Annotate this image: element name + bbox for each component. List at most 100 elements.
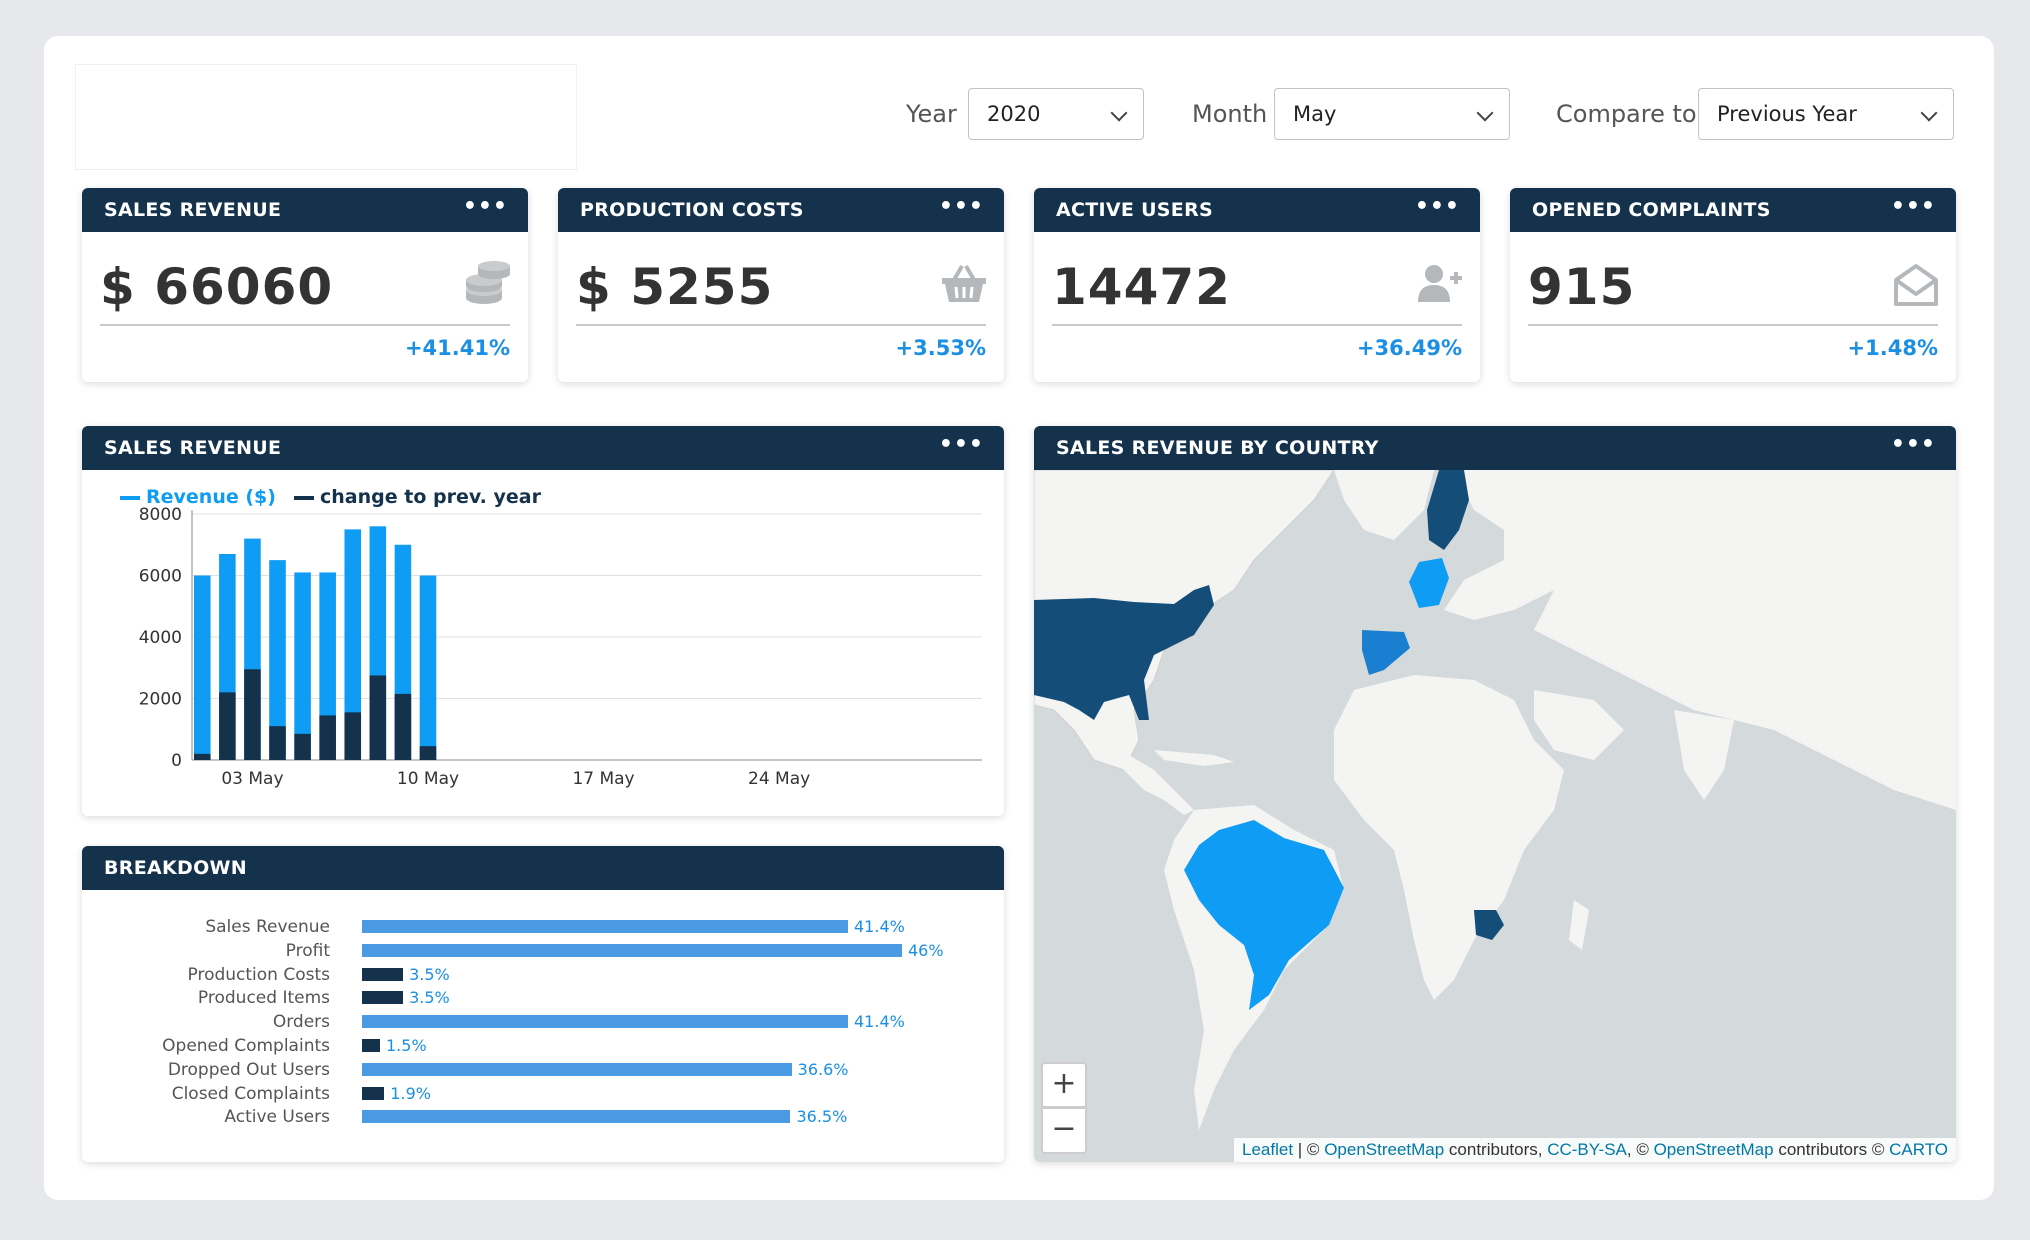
attribution-text: contributors, bbox=[1444, 1140, 1548, 1159]
map-country-spain bbox=[1362, 630, 1410, 675]
card-header: OPENED COMPLAINTS ••• bbox=[1510, 188, 1956, 232]
compare-select[interactable]: Previous Year bbox=[1698, 88, 1954, 140]
kpi-value: 915 bbox=[1528, 258, 1636, 316]
card-title: OPENED COMPLAINTS bbox=[1532, 199, 1771, 221]
month-select[interactable]: May bbox=[1274, 88, 1510, 140]
sales-revenue-chart-card: SALES REVENUE ••• Revenue ($) change to … bbox=[82, 426, 1004, 816]
year-select[interactable]: 2020 bbox=[968, 88, 1144, 140]
zoom-out-button[interactable]: − bbox=[1041, 1108, 1087, 1154]
breakdown-bar bbox=[362, 1062, 792, 1076]
y-tick-label: 0 bbox=[171, 751, 182, 771]
more-menu-icon[interactable]: ••• bbox=[938, 194, 984, 219]
envelope-open-icon bbox=[1892, 260, 1940, 312]
kpi-card-production-costs: PRODUCTION COSTS ••• $ 5255 +3.53% bbox=[558, 188, 1004, 382]
kpi-change: +1.48% bbox=[1847, 336, 1938, 360]
more-menu-icon[interactable]: ••• bbox=[462, 194, 508, 219]
map-country-sweden bbox=[1427, 470, 1469, 550]
legend-item-revenue[interactable]: Revenue ($) bbox=[120, 486, 276, 508]
coins-icon bbox=[464, 260, 512, 312]
card-title: SALES REVENUE bbox=[104, 437, 282, 459]
breakdown-category-label: Sales Revenue bbox=[205, 917, 330, 937]
month-value: May bbox=[1293, 102, 1337, 126]
map-country-usa bbox=[1034, 585, 1214, 720]
breakdown-value-label: 3.5% bbox=[409, 964, 450, 984]
compare-value: Previous Year bbox=[1717, 102, 1857, 126]
breakdown-value-label: 36.6% bbox=[797, 1059, 849, 1079]
zoom-in-button[interactable]: + bbox=[1041, 1062, 1087, 1108]
divider bbox=[576, 324, 986, 326]
change-bar bbox=[294, 733, 311, 760]
breakdown-value-label: 36.5% bbox=[796, 1107, 848, 1127]
leaflet-link[interactable]: Leaflet bbox=[1242, 1140, 1294, 1159]
more-menu-icon[interactable]: ••• bbox=[1890, 194, 1936, 219]
change-bar bbox=[269, 726, 286, 760]
carto-link[interactable]: CARTO bbox=[1889, 1140, 1948, 1159]
breakdown-bar bbox=[362, 920, 848, 933]
month-label: Month bbox=[1192, 100, 1268, 128]
change-bar bbox=[419, 746, 437, 760]
legend-swatch bbox=[294, 495, 314, 500]
card-title: SALES REVENUE bbox=[104, 199, 282, 221]
x-tick-label: 03 May bbox=[221, 769, 283, 789]
card-header: SALES REVENUE BY COUNTRY ••• bbox=[1034, 426, 1956, 470]
breakdown-card: BREAKDOWN Sales Revenue 41.4% Profit 46% Pro… bbox=[82, 846, 1004, 1162]
compare-label: Compare to bbox=[1556, 100, 1697, 128]
change-bar bbox=[344, 712, 362, 760]
revenue-bar bbox=[269, 560, 286, 760]
map-land-arabia bbox=[1534, 690, 1624, 760]
more-menu-icon[interactable]: ••• bbox=[1414, 194, 1460, 219]
kpi-change: +41.41% bbox=[404, 336, 510, 360]
breakdown-bar bbox=[362, 1039, 380, 1052]
more-menu-icon[interactable]: ••• bbox=[938, 432, 984, 457]
breakdown-value-label: 41.4% bbox=[854, 1012, 905, 1032]
add-user-icon bbox=[1416, 260, 1464, 312]
change-bar bbox=[319, 715, 336, 760]
breakdown-category-label: Produced Items bbox=[197, 988, 330, 1009]
map-land-central-america bbox=[1074, 715, 1194, 815]
kpi-value: $ 5255 bbox=[576, 258, 774, 316]
breakdown-category-label: Closed Complaints bbox=[171, 1083, 330, 1104]
attribution-text: , © bbox=[1626, 1140, 1654, 1159]
world-map[interactable]: + − Leaflet | © OpenStreetMap contributo… bbox=[1034, 470, 1956, 1162]
more-menu-icon[interactable]: ••• bbox=[1890, 432, 1936, 457]
map-country-germany bbox=[1409, 558, 1449, 608]
year-value: 2020 bbox=[987, 102, 1041, 126]
x-tick-label: 10 May bbox=[397, 769, 459, 789]
breakdown-value-label: 41.4% bbox=[854, 917, 905, 936]
revenue-bar bbox=[319, 572, 336, 760]
kpi-value: 14472 bbox=[1052, 258, 1231, 316]
map-country-brazil bbox=[1184, 820, 1344, 1010]
card-header: SALES REVENUE ••• bbox=[82, 426, 1004, 470]
card-header: PRODUCTION COSTS ••• bbox=[558, 188, 1004, 232]
divider bbox=[100, 324, 510, 326]
cc-by-sa-link[interactable]: CC-BY-SA bbox=[1547, 1140, 1627, 1159]
card-header: BREAKDOWN bbox=[82, 846, 1004, 890]
change-bar bbox=[394, 693, 412, 760]
divider bbox=[1528, 324, 1938, 326]
breakdown-bar bbox=[362, 991, 404, 1005]
breakdown-category-label: Production Costs bbox=[187, 964, 331, 985]
card-header: ACTIVE USERS ••• bbox=[1034, 188, 1480, 232]
breakdown-value-label: 3.5% bbox=[409, 988, 450, 1008]
osm-link[interactable]: OpenStreetMap bbox=[1653, 1140, 1774, 1159]
osm-link[interactable]: OpenStreetMap bbox=[1324, 1140, 1445, 1159]
revenue-bar bbox=[344, 529, 362, 760]
basket-icon bbox=[940, 260, 988, 312]
breakdown-value-label: 46% bbox=[908, 940, 944, 960]
legend-item-change[interactable]: change to prev. year bbox=[294, 486, 541, 508]
x-tick-label: 24 May bbox=[748, 769, 810, 789]
kpi-value: $ 66060 bbox=[100, 258, 334, 316]
kpi-card-opened-complaints: OPENED COMPLAINTS ••• 915 +1.48% bbox=[1510, 188, 1956, 382]
revenue-bar bbox=[194, 575, 211, 760]
kpi-card-sales-revenue: SALES REVENUE ••• $ 66060 +41.41% bbox=[82, 188, 528, 382]
chevron-down-icon bbox=[1110, 104, 1128, 122]
y-tick-label: 6000 bbox=[139, 567, 182, 587]
revenue-bar-chart: 0 2000 4000 6000 8000 03 May 10 May 17 May 24 Ma… bbox=[139, 505, 982, 789]
sales-by-country-map-card: SALES REVENUE BY COUNTRY ••• bbox=[1034, 426, 1956, 1162]
legend-label: Revenue ($) bbox=[146, 486, 276, 508]
year-label: Year bbox=[906, 100, 957, 128]
kpi-card-active-users: ACTIVE USERS ••• 14472 +36.49% bbox=[1034, 188, 1480, 382]
divider bbox=[1052, 324, 1462, 326]
card-title: SALES REVENUE BY COUNTRY bbox=[1056, 437, 1379, 459]
breakdown-value-label: 1.9% bbox=[390, 1083, 431, 1103]
